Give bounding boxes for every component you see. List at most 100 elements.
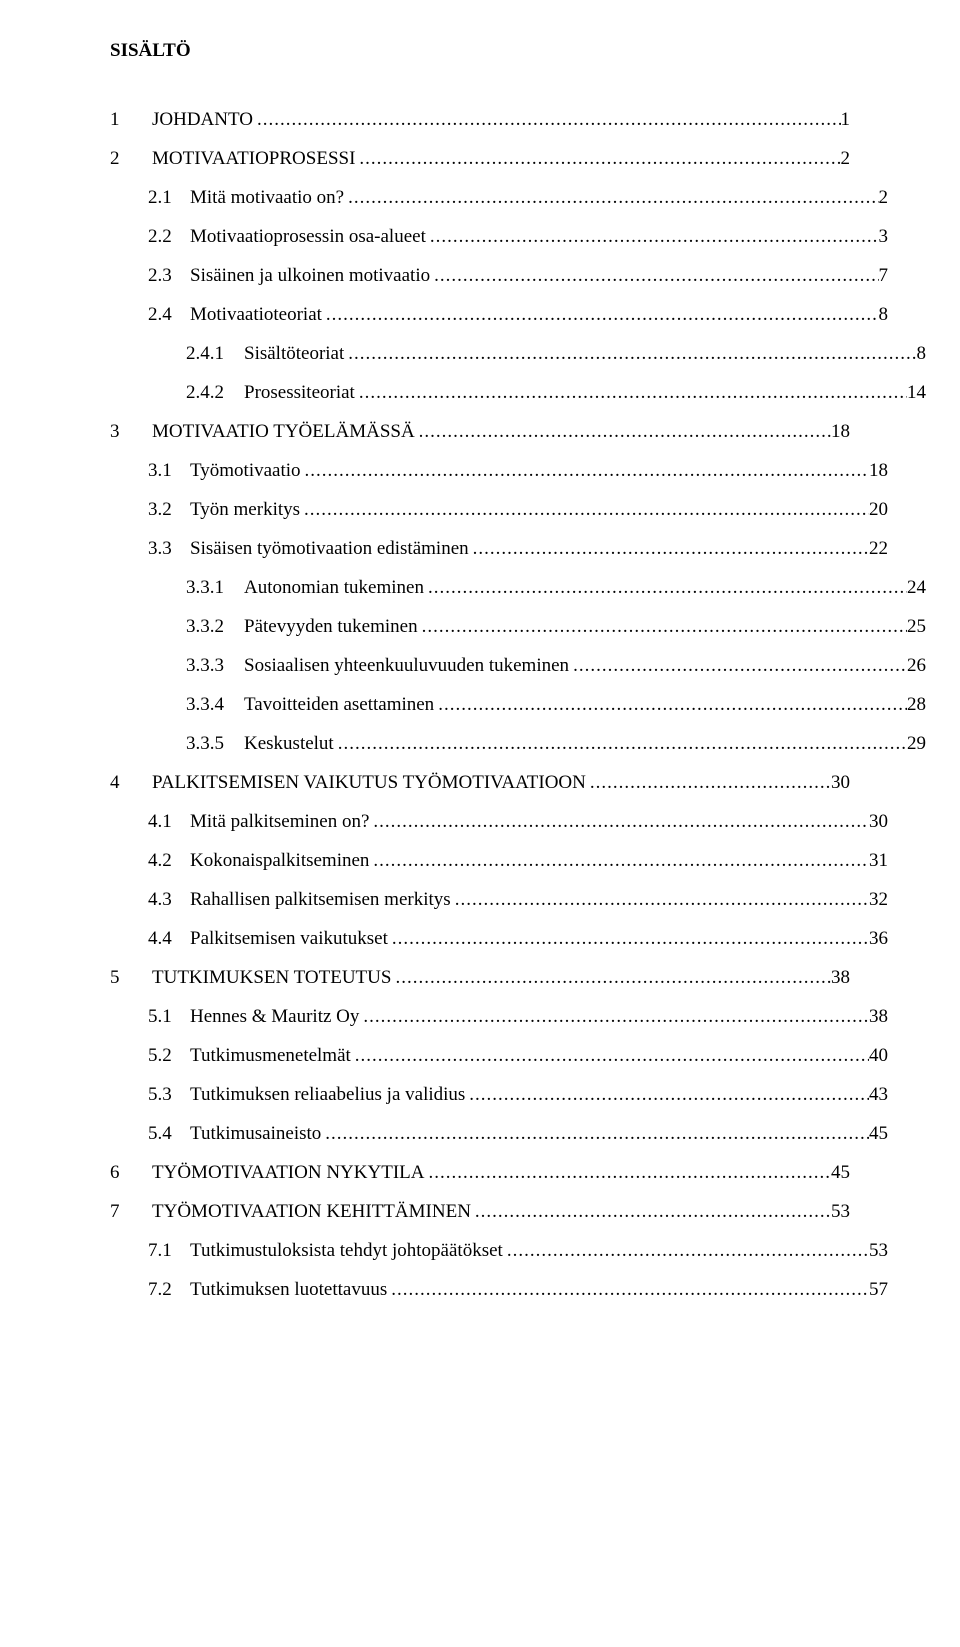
toc-entry-number: 5.1 xyxy=(148,1007,186,1026)
toc-entry-title: Rahallisen palkitsemisen merkitys xyxy=(186,890,451,909)
toc-entry: 7.2Tutkimuksen luotettavuus 57 xyxy=(148,1280,888,1299)
toc-entry: 2.3Sisäinen ja ulkoinen motivaatio 7 xyxy=(148,266,888,285)
toc-entry-page: 20 xyxy=(869,500,888,519)
toc-entry-page: 7 xyxy=(879,266,889,285)
toc-entry-title: Sisäinen ja ulkoinen motivaatio xyxy=(186,266,430,285)
toc-entry-title: Tutkimuksen luotettavuus xyxy=(186,1280,387,1299)
toc-leader-dots xyxy=(344,188,878,207)
toc-entry-number: 2.4.2 xyxy=(186,383,240,402)
toc-entry-number: 2.4.1 xyxy=(186,344,240,363)
toc-entry-page: 22 xyxy=(869,539,888,558)
toc-entry-number: 4.1 xyxy=(148,812,186,831)
toc-entry-page: 18 xyxy=(831,422,850,441)
toc-entry-title: TYÖMOTIVAATION NYKYTILA xyxy=(148,1163,424,1182)
toc-entry: 5TUTKIMUKSEN TOTEUTUS38 xyxy=(110,968,850,987)
toc-entry: 3.3.1Autonomian tukeminen24 xyxy=(186,578,926,597)
toc-entry-number: 3.3.5 xyxy=(186,734,240,753)
toc-entry-number: 4.3 xyxy=(148,890,186,909)
toc-leader-dots xyxy=(418,617,907,636)
toc-leader-dots xyxy=(415,422,831,441)
toc-entry-title: Sisäisen työmotivaation edistäminen xyxy=(186,539,469,558)
toc-entry: 4.3Rahallisen palkitsemisen merkitys32 xyxy=(148,890,888,909)
toc-entry-page: 36 xyxy=(869,929,888,948)
toc-entry-number: 2.2 xyxy=(148,227,186,246)
toc-entry: 7.1Tutkimustuloksista tehdyt johtopäätök… xyxy=(148,1241,888,1260)
toc-leader-dots xyxy=(569,656,907,675)
toc-entry-number: 7.2 xyxy=(148,1280,186,1299)
toc-entry-number: 3 xyxy=(110,422,148,441)
toc-heading: SISÄLTÖ xyxy=(110,40,850,62)
toc-entry-title: Mitä motivaatio on? xyxy=(186,188,344,207)
toc-entry: 5.4Tutkimusaineisto45 xyxy=(148,1124,888,1143)
toc-entry-title: MOTIVAATIO TYÖELÄMÄSSÄ xyxy=(148,422,415,441)
toc-entry-title: Sosiaalisen yhteenkuuluvuuden tukeminen xyxy=(240,656,569,675)
toc-entry: 1JOHDANTO1 xyxy=(110,110,850,129)
toc-entry-number: 1 xyxy=(110,110,148,129)
toc-entry-page: 14 xyxy=(907,383,926,402)
toc-entry-number: 5.2 xyxy=(148,1046,186,1065)
toc-entry-page: 57 xyxy=(869,1280,888,1299)
toc-entry-title: PALKITSEMISEN VAIKUTUS TYÖMOTIVAATIOON xyxy=(148,773,586,792)
toc-entry-title: Palkitsemisen vaikutukset xyxy=(186,929,388,948)
toc-entry: 2.4.1Sisältöteoriat8 xyxy=(186,344,926,363)
toc-entry-number: 3.3.4 xyxy=(186,695,240,714)
toc-entry-number: 7 xyxy=(110,1202,148,1221)
toc-leader-dots xyxy=(301,461,869,480)
toc-leader-dots xyxy=(388,929,869,948)
toc-entry-number: 3.3.2 xyxy=(186,617,240,636)
toc-entry-page: 1 xyxy=(841,110,851,129)
toc-leader-dots xyxy=(434,695,907,714)
toc-entry: 3.3Sisäisen työmotivaation edistäminen22 xyxy=(148,539,888,558)
toc-entry-page: 43 xyxy=(869,1085,888,1104)
toc-entry-number: 3.3.1 xyxy=(186,578,240,597)
toc-entry-page: 2 xyxy=(841,149,851,168)
toc-entry-page: 31 xyxy=(869,851,888,870)
toc-entry-title: Motivaatioteoriat xyxy=(186,305,322,324)
toc-entry-title: Työn merkitys xyxy=(186,500,300,519)
toc-entry-title: TUTKIMUKSEN TOTEUTUS xyxy=(148,968,391,987)
toc-entry-title: Kokonaispalkitseminen xyxy=(186,851,369,870)
toc-entry-page: 3 xyxy=(879,227,889,246)
toc-entry: 3.3.5Keskustelut 29 xyxy=(186,734,926,753)
toc-entry: 2.2Motivaatioprosessin osa-alueet3 xyxy=(148,227,888,246)
toc-entry: 5.1Hennes & Mauritz Oy38 xyxy=(148,1007,888,1026)
toc-entry-page: 29 xyxy=(907,734,926,753)
toc-entry: 4.2Kokonaispalkitseminen 31 xyxy=(148,851,888,870)
toc-leader-dots xyxy=(451,890,869,909)
toc-leader-dots xyxy=(424,578,907,597)
toc-entry-title: Pätevyyden tukeminen xyxy=(240,617,418,636)
toc-entry-page: 8 xyxy=(917,344,927,363)
toc-entry-page: 26 xyxy=(907,656,926,675)
toc-entry-page: 24 xyxy=(907,578,926,597)
toc-entry: 4.1Mitä palkitseminen on?30 xyxy=(148,812,888,831)
toc-leader-dots xyxy=(300,500,869,519)
toc-leader-dots xyxy=(334,734,907,753)
toc-entry-page: 8 xyxy=(879,305,889,324)
toc-entry-page: 53 xyxy=(831,1202,850,1221)
toc-leader-dots xyxy=(369,812,869,831)
toc-leader-dots xyxy=(253,110,841,129)
toc-entry-page: 45 xyxy=(831,1163,850,1182)
toc-entry-page: 53 xyxy=(869,1241,888,1260)
toc-leader-dots xyxy=(359,1007,869,1026)
toc-entry-page: 2 xyxy=(879,188,889,207)
toc-entry: 4.4Palkitsemisen vaikutukset36 xyxy=(148,929,888,948)
toc-entry: 3MOTIVAATIO TYÖELÄMÄSSÄ 18 xyxy=(110,422,850,441)
toc-entry-number: 3.3.3 xyxy=(186,656,240,675)
toc-entry-title: TYÖMOTIVAATION KEHITTÄMINEN xyxy=(148,1202,471,1221)
toc-leader-dots xyxy=(465,1085,869,1104)
toc-entry-number: 4.2 xyxy=(148,851,186,870)
toc-entry-number: 2.3 xyxy=(148,266,186,285)
toc-entry-title: Keskustelut xyxy=(240,734,334,753)
toc-entry-title: Prosessiteoriat xyxy=(240,383,355,402)
toc-entry-number: 6 xyxy=(110,1163,148,1182)
toc-leader-dots xyxy=(430,266,878,285)
toc-leader-dots xyxy=(391,968,831,987)
toc-entry: 3.1Työmotivaatio18 xyxy=(148,461,888,480)
toc-leader-dots xyxy=(355,149,840,168)
toc-entry: 3.3.2Pätevyyden tukeminen25 xyxy=(186,617,926,636)
toc-entry-title: Tavoitteiden asettaminen xyxy=(240,695,434,714)
toc-entry-title: Tutkimusmenetelmät xyxy=(186,1046,351,1065)
toc-leader-dots xyxy=(586,773,831,792)
toc-entry-title: JOHDANTO xyxy=(148,110,253,129)
